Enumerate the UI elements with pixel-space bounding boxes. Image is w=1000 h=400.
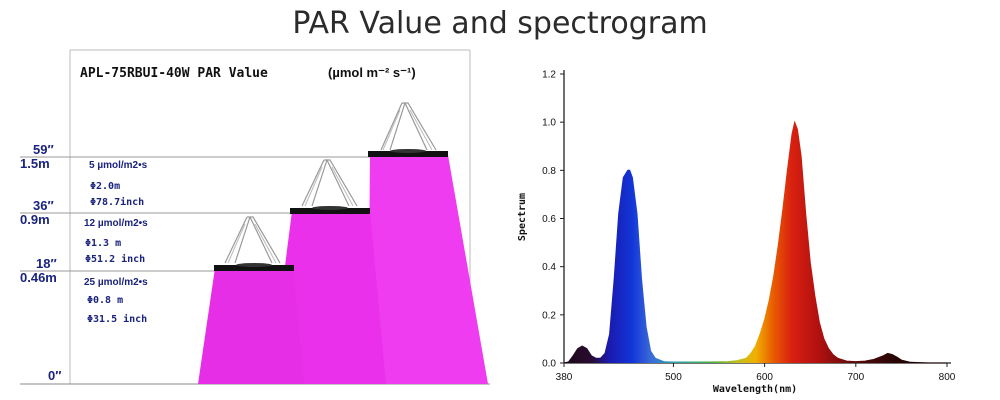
par-value-level-2: 12 µmol/m2•s <box>84 218 148 229</box>
height-meter-0-9: 0.9m <box>20 212 50 227</box>
x-tick-label: 700 <box>847 372 864 383</box>
height-inch-59: 59″ <box>33 142 54 157</box>
par-value-level-3: 25 µmol/m2•s <box>84 277 148 288</box>
height-inch-18: 18″ <box>36 256 57 271</box>
spectrum-chart: 0.0 0.2 0.4 0.6 0.8 1.0 1.2 380 500 600 700 800 Wav… <box>517 70 956 396</box>
par-value-level-1: 5 µmol/m2•s <box>89 160 148 171</box>
spectrum-area-fill <box>564 122 947 363</box>
light-cone-low <box>198 268 304 384</box>
spectrum-ticks: 0.0 0.2 0.4 0.6 0.8 1.0 1.2 380 500 600 700 800 <box>542 70 956 384</box>
y-tick-label: 0.0 <box>542 359 556 370</box>
light-cone-high <box>368 155 488 384</box>
spectrum-line <box>563 120 947 364</box>
height-meter-0-46: 0.46m <box>20 270 57 285</box>
page-title: PAR Value and spectrogram <box>292 6 708 41</box>
par-diagram: APL-75RBUI-40W PAR Value (µmol m⁻² s⁻¹) … <box>20 49 490 385</box>
lamp-mid <box>290 159 370 214</box>
diameter-in-level-3: Φ31.5 inch <box>87 313 147 325</box>
y-tick-label: 0.8 <box>542 166 556 177</box>
x-tick-label: 380 <box>556 372 573 383</box>
y-tick-label: 0.4 <box>542 262 556 273</box>
diameter-in-level-1: Φ78.7inch <box>90 196 144 208</box>
y-tick-label: 0.6 <box>542 214 556 225</box>
y-axis-label: Spectrum <box>517 193 528 241</box>
par-panel-title: APL-75RBUI-40W PAR Value <box>80 66 268 81</box>
diameter-m-level-3: Φ0.8 m <box>87 295 123 306</box>
x-axis-label: Wavelength(nm) <box>713 384 797 395</box>
spectrum-area <box>563 120 947 364</box>
diameter-m-level-1: Φ2.0m <box>90 181 120 192</box>
x-tick-label: 600 <box>756 372 773 383</box>
diameter-in-level-2: Φ51.2 inch <box>85 253 145 265</box>
par-panel-unit: (µmol m⁻² s⁻¹) <box>328 65 416 80</box>
diameter-m-level-2: Φ1.3 m <box>85 238 121 249</box>
height-inch-36: 36″ <box>33 198 54 213</box>
height-meter-1-5: 1.5m <box>20 156 50 171</box>
height-inch-0: 0″ <box>48 368 61 383</box>
y-tick-label: 1.0 <box>542 118 556 129</box>
lamp-high <box>368 102 448 157</box>
y-tick-label: 1.2 <box>542 70 556 81</box>
lamp-low <box>214 216 294 271</box>
x-tick-label: 800 <box>939 372 956 383</box>
y-tick-label: 0.2 <box>542 310 556 321</box>
x-tick-label: 500 <box>665 372 682 383</box>
